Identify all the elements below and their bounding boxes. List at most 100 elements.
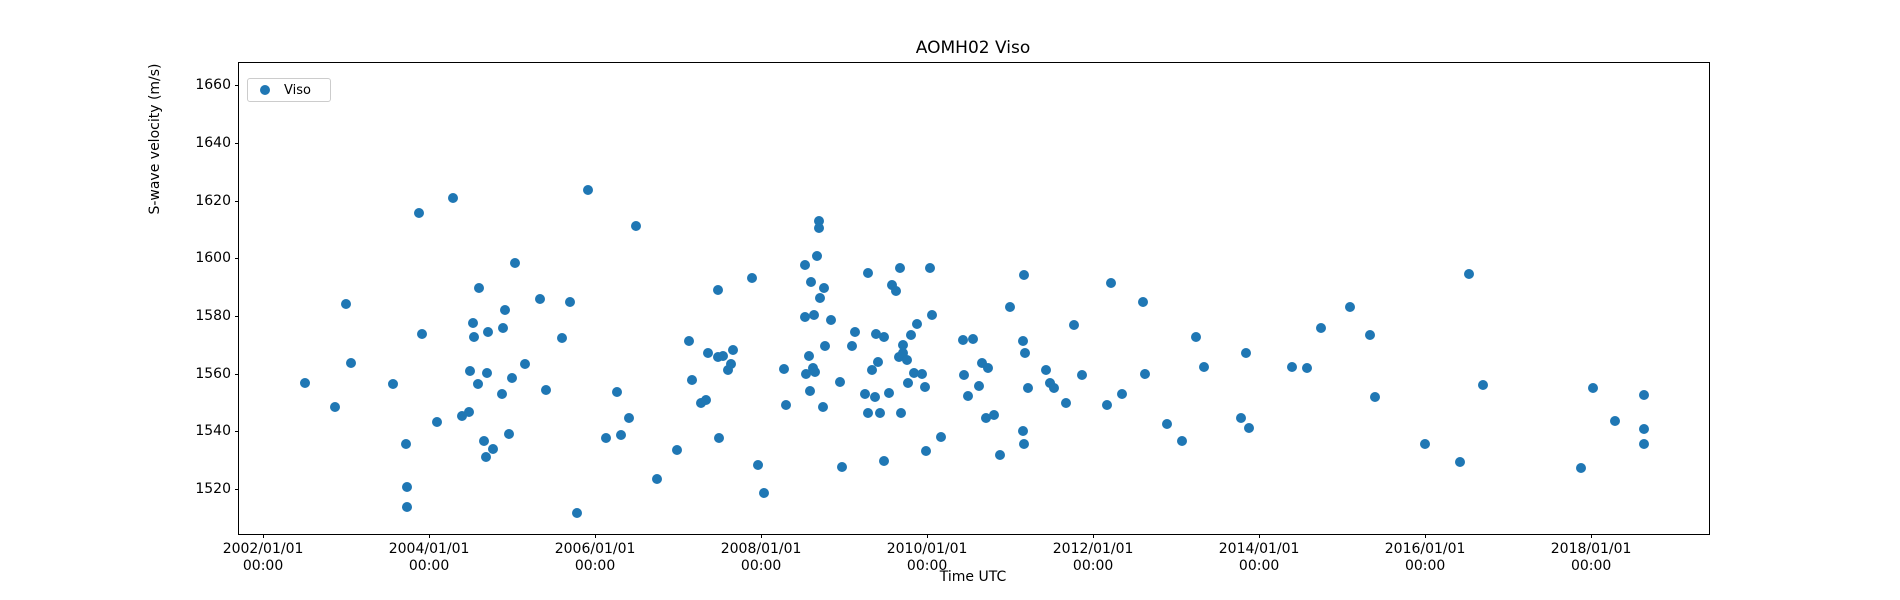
y-tick-mark <box>235 488 239 490</box>
data-point <box>809 310 820 321</box>
data-point <box>878 332 889 343</box>
data-point <box>300 378 311 389</box>
data-point <box>713 433 724 444</box>
data-point <box>630 221 641 232</box>
data-point <box>414 208 425 219</box>
data-point <box>432 416 443 427</box>
data-point <box>1302 363 1313 374</box>
data-point <box>1235 412 1246 423</box>
data-point <box>497 323 508 334</box>
y-tick-mark <box>235 315 239 317</box>
data-point <box>503 429 514 440</box>
data-point <box>891 286 902 297</box>
data-point <box>400 439 411 450</box>
data-point <box>1102 399 1113 410</box>
x-tick-label: 2012/01/01 00:00 <box>1052 541 1134 574</box>
data-point <box>726 359 737 370</box>
data-point <box>1639 390 1650 401</box>
data-point <box>712 285 723 296</box>
data-point <box>981 412 992 423</box>
y-tick-label: 1520 <box>195 480 231 497</box>
data-point <box>615 429 626 440</box>
data-point <box>810 367 821 378</box>
data-point <box>473 379 484 390</box>
y-tick-label: 1640 <box>195 135 231 152</box>
data-point <box>920 382 931 393</box>
data-point <box>967 334 978 345</box>
data-point <box>894 263 905 274</box>
x-tick-label: 2018/01/01 00:00 <box>1550 541 1632 574</box>
data-point <box>702 348 713 359</box>
x-tick-mark <box>429 534 431 538</box>
data-point <box>1023 382 1034 393</box>
data-point <box>815 293 826 304</box>
data-point <box>1639 424 1650 435</box>
data-point <box>457 410 468 421</box>
data-point <box>1020 348 1031 359</box>
data-point <box>473 283 484 294</box>
data-point <box>927 310 938 321</box>
data-point <box>1049 382 1060 393</box>
data-point <box>1576 462 1587 473</box>
data-point <box>878 455 889 466</box>
data-point <box>346 358 357 369</box>
data-point <box>624 412 635 423</box>
data-point <box>811 251 822 262</box>
data-point <box>871 329 882 340</box>
data-point <box>448 193 459 204</box>
data-point <box>401 501 412 512</box>
data-point <box>556 333 567 344</box>
data-point <box>780 399 791 410</box>
x-tick-label: 2008/01/01 00:00 <box>720 541 802 574</box>
data-point <box>652 473 663 484</box>
data-point <box>701 395 712 406</box>
y-tick-mark <box>235 143 239 145</box>
x-tick-mark <box>1425 534 1427 538</box>
y-tick-label: 1540 <box>195 423 231 440</box>
data-point <box>908 367 919 378</box>
data-point <box>1287 361 1298 372</box>
data-point <box>1069 320 1080 331</box>
data-point <box>1005 301 1016 312</box>
data-point <box>478 435 489 446</box>
x-axis-label: Time UTC <box>939 569 1007 585</box>
data-point <box>883 388 894 399</box>
data-point <box>612 386 623 397</box>
data-point <box>1161 418 1172 429</box>
data-point <box>936 431 947 442</box>
data-point <box>925 263 936 274</box>
y-tick-mark <box>235 200 239 202</box>
data-point <box>468 318 479 329</box>
data-point <box>1244 422 1255 433</box>
data-point <box>571 507 582 518</box>
data-point <box>1240 348 1251 359</box>
data-point <box>818 401 829 412</box>
x-tick-mark <box>927 534 929 538</box>
y-tick-label: 1620 <box>195 192 231 209</box>
data-point <box>1018 425 1029 436</box>
data-point <box>814 216 825 227</box>
y-tick-label: 1560 <box>195 365 231 382</box>
y-tick-label: 1580 <box>195 307 231 324</box>
data-point <box>583 185 594 196</box>
data-point <box>859 388 870 399</box>
data-point <box>722 365 733 376</box>
data-point <box>683 336 694 347</box>
data-point <box>464 366 475 377</box>
data-point <box>1140 369 1151 380</box>
data-point <box>825 315 836 326</box>
x-tick-label: 2002/01/01 00:00 <box>222 541 304 574</box>
data-point <box>1044 378 1055 389</box>
data-point <box>959 369 970 380</box>
data-point <box>1370 392 1381 403</box>
data-point <box>814 223 825 234</box>
data-point <box>1137 297 1148 308</box>
data-point <box>417 329 428 340</box>
x-tick-mark <box>1591 534 1593 538</box>
data-point <box>520 359 531 370</box>
data-point <box>481 452 492 463</box>
data-point <box>804 350 815 361</box>
legend-box: Viso <box>247 78 331 102</box>
data-point <box>1019 270 1030 281</box>
data-point <box>672 444 683 455</box>
